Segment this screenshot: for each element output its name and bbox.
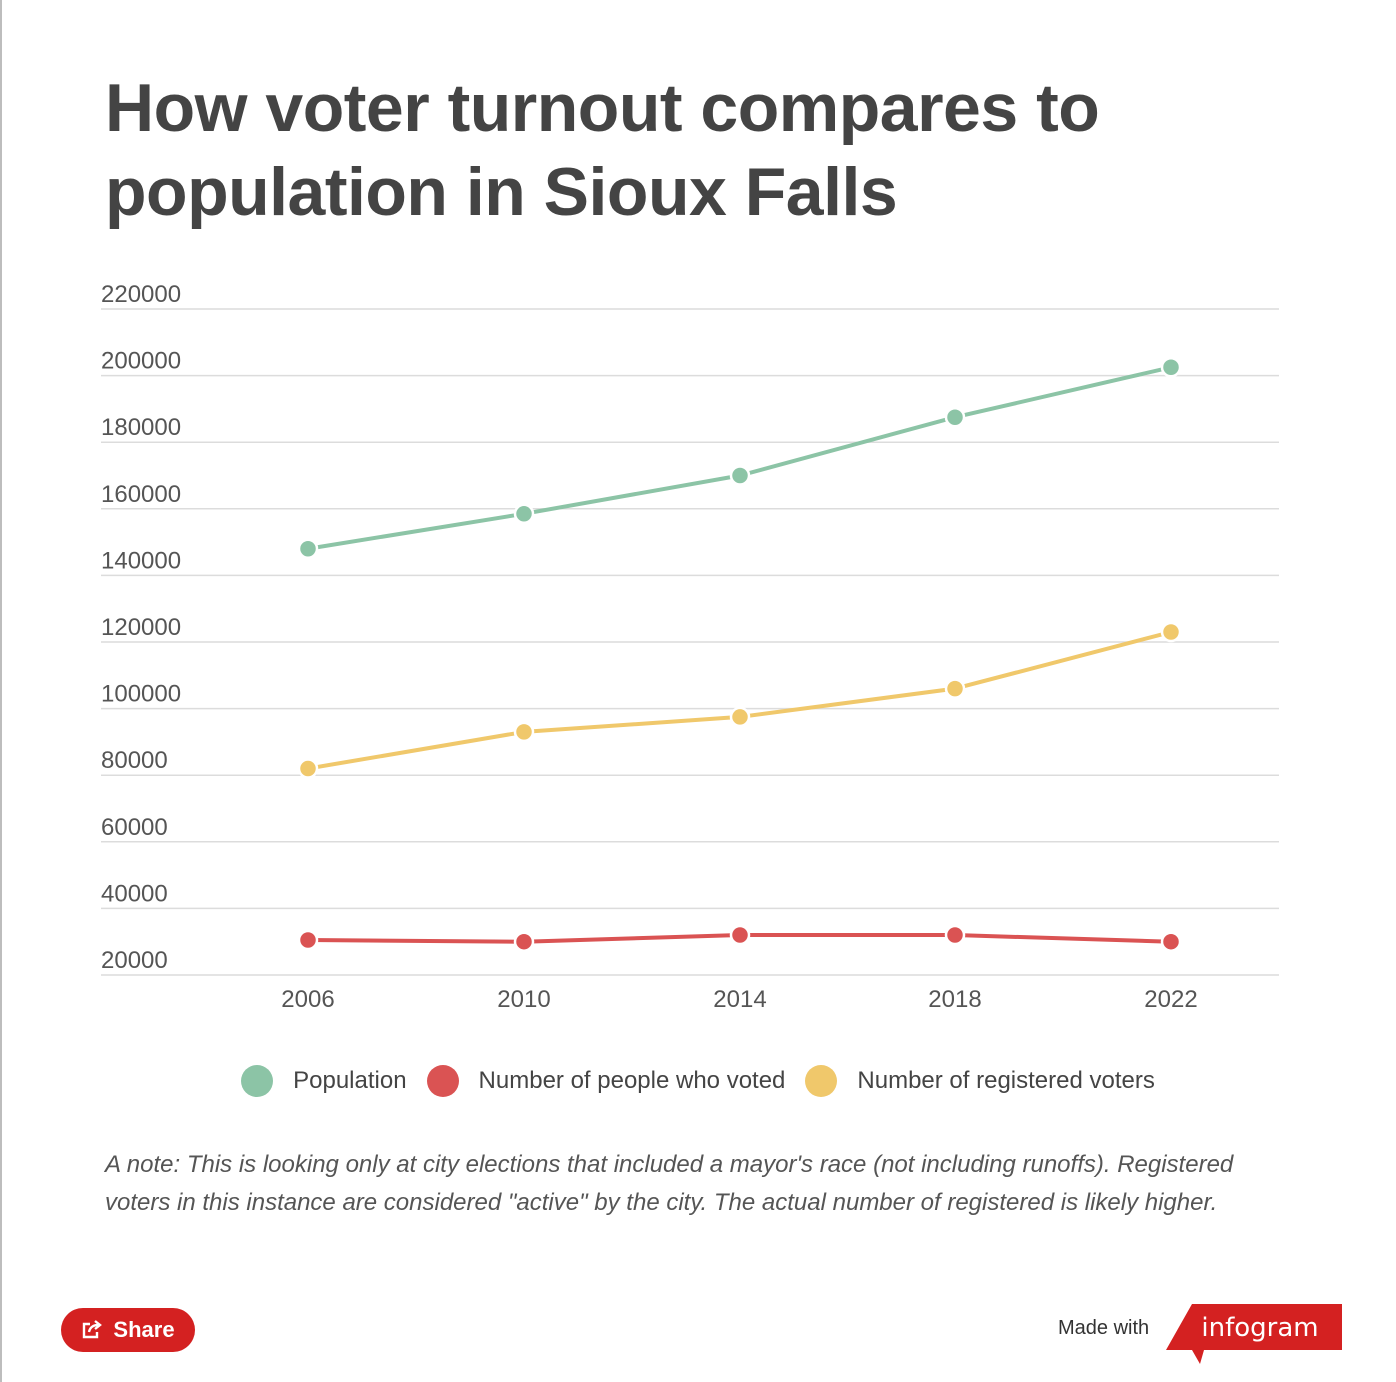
data-point (1160, 357, 1182, 378)
data-point (944, 406, 966, 428)
legend-swatch (805, 1065, 838, 1097)
share-button[interactable]: Share (61, 1308, 195, 1352)
chart-title: How voter turnout compares to population… (105, 70, 1100, 230)
legend-item[interactable]: Number of people who voted (426, 1065, 786, 1097)
chart-note: A note: This is looking only at city ele… (105, 1151, 1234, 1216)
legend-label: Number of people who voted (478, 1067, 786, 1094)
data-point (1160, 931, 1182, 952)
series-line (307, 630, 1172, 771)
data-point (513, 721, 535, 743)
legend-item[interactable]: Number of registered voters (805, 1065, 1155, 1097)
share-icon (83, 1320, 103, 1339)
data-point (513, 931, 535, 952)
made-with-text: Made with (1058, 1317, 1150, 1339)
legend-label: Population (293, 1067, 407, 1094)
series-line (307, 365, 1172, 551)
data-point (729, 465, 751, 486)
line-chart: 20000 40000 60000 80000 100000 120000 140000 16… (101, 281, 1279, 1013)
y-tick-label: 200000 (101, 348, 181, 375)
x-tick-label: 2018 (928, 986, 981, 1013)
data-point (1160, 621, 1182, 643)
share-label: Share (113, 1317, 175, 1342)
data-point (513, 503, 535, 525)
y-tick-label: 140000 (101, 547, 181, 574)
data-point (729, 924, 751, 946)
legend-swatch (241, 1065, 274, 1097)
y-tick-label: 60000 (101, 814, 168, 841)
y-tick-label: 40000 (101, 880, 168, 907)
chart-legend: Population Number of people who voted Numb… (0, 1062, 1396, 1100)
y-tick-label: 80000 (101, 747, 168, 774)
left-border (0, 0, 2, 1382)
data-point (944, 924, 966, 946)
data-point (297, 758, 319, 779)
x-tick-label: 2022 (1144, 986, 1197, 1013)
data-point (944, 678, 966, 699)
infogram-logo-text: infogram (1201, 1313, 1318, 1343)
legend-label: Number of registered voters (857, 1067, 1155, 1094)
y-tick-label: 20000 (101, 947, 168, 974)
y-tick-label: 220000 (101, 281, 181, 308)
legend-item[interactable]: Population (241, 1065, 407, 1097)
x-tick-label: 2006 (281, 986, 334, 1013)
y-tick-label: 160000 (101, 481, 181, 508)
infogram-logo[interactable]: infogram (1166, 1304, 1342, 1368)
y-tick-label: 120000 (101, 614, 181, 641)
y-tick-label: 180000 (101, 414, 181, 441)
y-tick-label: 100000 (101, 681, 181, 708)
data-point (297, 929, 319, 951)
x-tick-label: 2010 (497, 986, 550, 1013)
data-point (297, 538, 319, 560)
data-point (729, 706, 751, 728)
x-tick-label: 2014 (713, 986, 766, 1013)
legend-swatch (426, 1065, 459, 1097)
